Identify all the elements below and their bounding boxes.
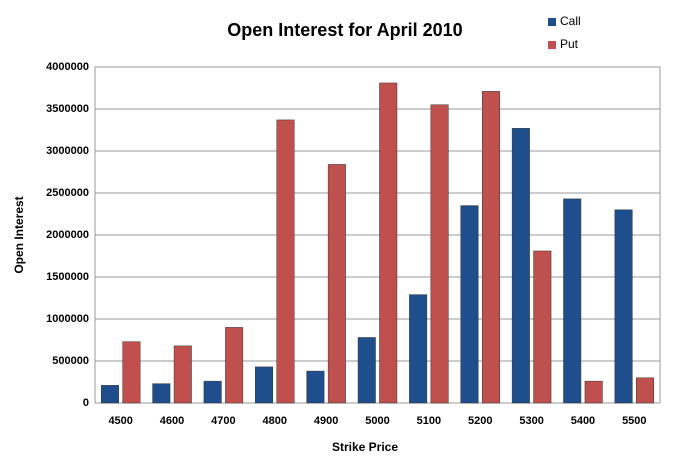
bar bbox=[173, 345, 192, 404]
y-axis-label: Open Interest bbox=[12, 196, 26, 273]
bar bbox=[533, 250, 552, 404]
bar bbox=[409, 294, 428, 404]
bar bbox=[379, 82, 398, 404]
x-tick-label: 4600 bbox=[160, 415, 184, 427]
y-tick-label: 4000000 bbox=[46, 61, 89, 73]
bar bbox=[203, 380, 222, 404]
bar bbox=[563, 198, 582, 404]
x-tick-label: 4800 bbox=[263, 415, 287, 427]
bar bbox=[225, 327, 244, 404]
bar bbox=[584, 380, 603, 404]
y-tick-label: 1000000 bbox=[46, 313, 89, 325]
bar bbox=[100, 385, 119, 404]
x-tick-label: 5000 bbox=[365, 415, 389, 427]
legend-label: Put bbox=[560, 37, 579, 51]
bar bbox=[327, 164, 346, 404]
legend-swatch bbox=[548, 41, 556, 49]
y-tick-label: 3500000 bbox=[46, 103, 89, 115]
bar bbox=[460, 205, 479, 404]
bar bbox=[481, 91, 500, 404]
bar bbox=[430, 104, 449, 404]
x-tick-label: 5100 bbox=[417, 415, 441, 427]
bar bbox=[255, 366, 274, 404]
bar bbox=[636, 377, 655, 404]
bar bbox=[276, 119, 295, 404]
x-tick-label: 4900 bbox=[314, 415, 338, 427]
x-tick-label: 4700 bbox=[211, 415, 235, 427]
x-tick-label: 5400 bbox=[571, 415, 595, 427]
y-tick-label: 500000 bbox=[52, 355, 89, 367]
bar bbox=[614, 209, 633, 404]
bar bbox=[152, 383, 171, 404]
chart-title: Open Interest for April 2010 bbox=[227, 20, 462, 40]
x-tick-label: 5500 bbox=[622, 415, 646, 427]
bar bbox=[122, 341, 141, 404]
legend-label: Call bbox=[560, 14, 581, 28]
y-tick-label: 2000000 bbox=[46, 229, 89, 241]
y-tick-label: 0 bbox=[83, 397, 89, 409]
x-axis-label: Strike Price bbox=[332, 440, 398, 454]
x-tick-label: 4500 bbox=[108, 415, 132, 427]
x-tick-label: 5300 bbox=[519, 415, 543, 427]
bar bbox=[357, 337, 376, 404]
y-tick-label: 2500000 bbox=[46, 187, 89, 199]
bar bbox=[306, 370, 325, 404]
y-tick-label: 3000000 bbox=[46, 145, 89, 157]
legend-swatch bbox=[548, 18, 556, 26]
bar bbox=[511, 128, 530, 404]
y-tick-label: 1500000 bbox=[46, 271, 89, 283]
x-tick-label: 5200 bbox=[468, 415, 492, 427]
